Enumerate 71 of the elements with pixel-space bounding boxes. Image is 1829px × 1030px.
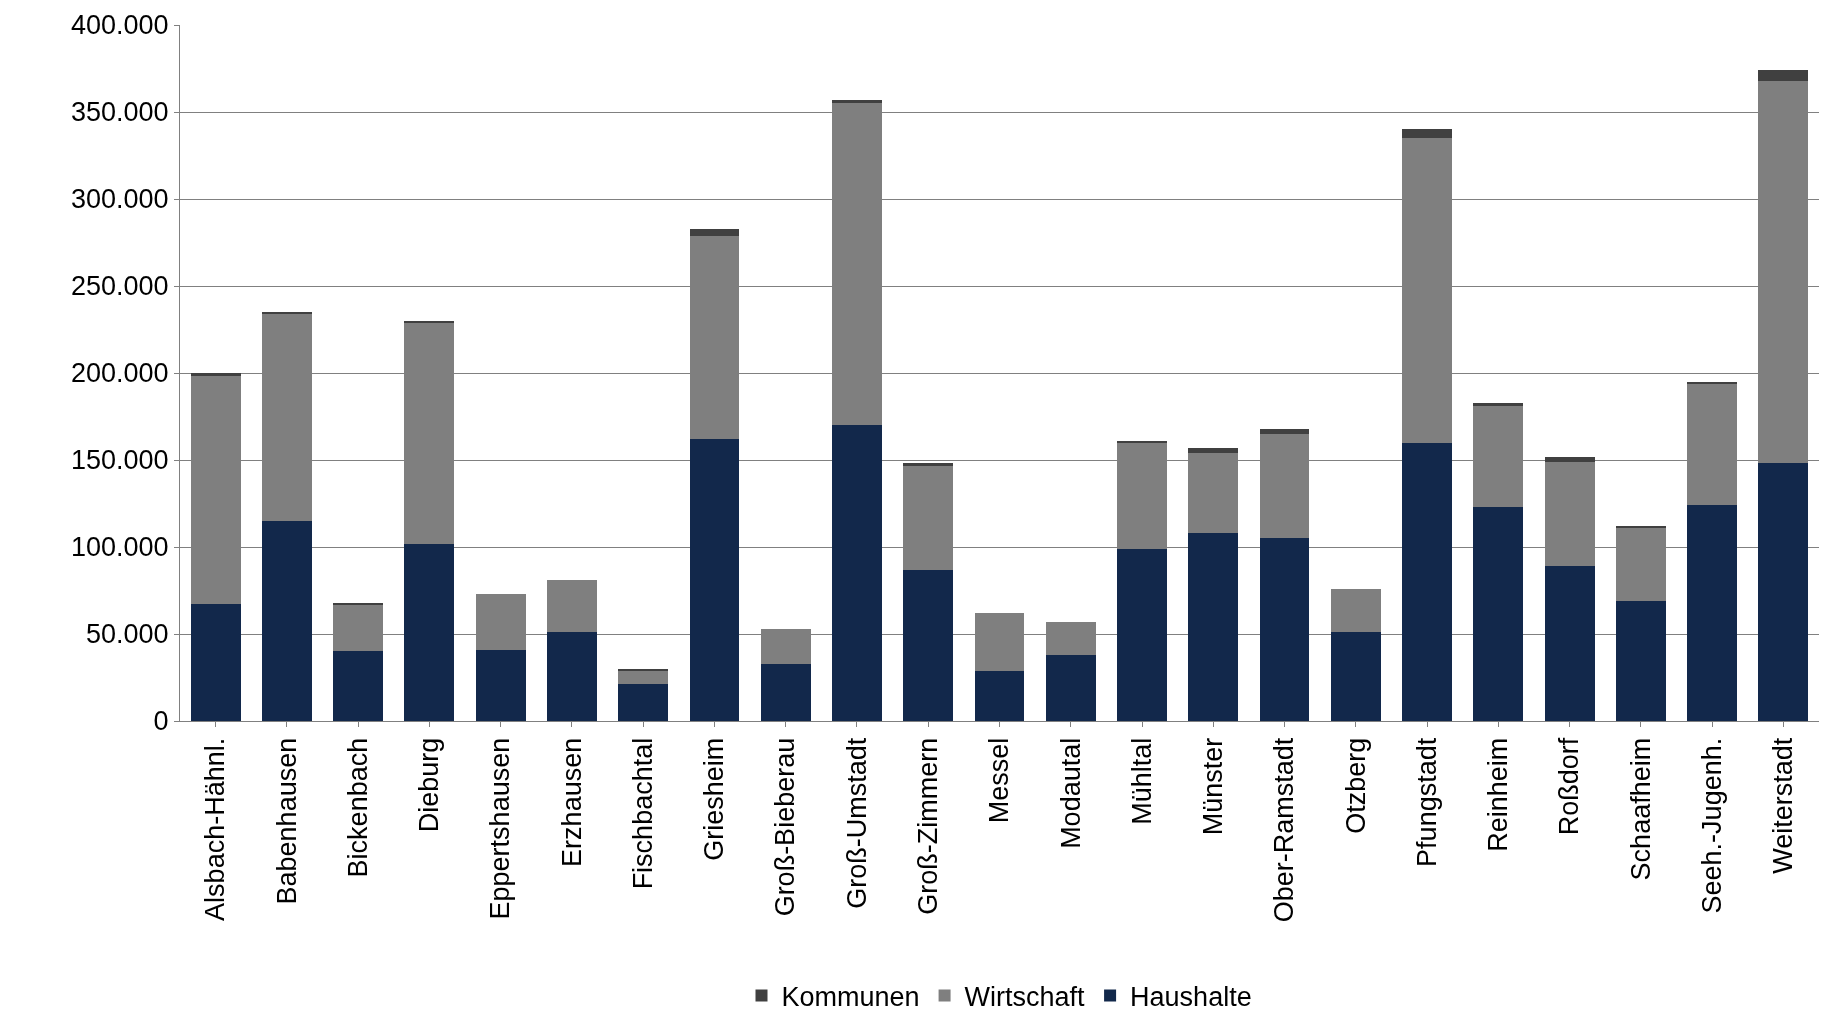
bar xyxy=(832,425,882,721)
bar xyxy=(1758,70,1809,81)
bar xyxy=(1402,129,1453,139)
bar xyxy=(546,580,597,633)
bar xyxy=(1259,538,1310,721)
y-tick-label: 350.000 xyxy=(70,97,169,128)
x-tick-label: Groß-Zimmern xyxy=(913,737,944,915)
x-tick-label: Erzhausen xyxy=(556,737,587,867)
x-tick-label: Reinheim xyxy=(1483,737,1514,852)
x-tick-label: Groß-Bieberau xyxy=(770,737,801,917)
bar xyxy=(1544,456,1595,462)
legend-label: Haushalte xyxy=(1130,982,1252,1013)
bar xyxy=(1687,505,1738,721)
bar xyxy=(261,520,312,721)
x-tick-label: Otzberg xyxy=(1340,737,1371,834)
bar xyxy=(404,320,455,323)
bar xyxy=(404,543,455,721)
x-tick-label: Seeh.-Jugenh. xyxy=(1696,737,1727,914)
x-tick-label: Roßdorf xyxy=(1554,737,1585,836)
bar xyxy=(618,670,669,685)
bar xyxy=(1544,566,1595,721)
y-tick-label: 200.000 xyxy=(70,358,169,389)
bar xyxy=(1045,654,1096,721)
bar xyxy=(618,668,669,671)
bar xyxy=(1259,428,1310,434)
y-tick-label: 0 xyxy=(153,706,169,737)
bar xyxy=(974,670,1025,721)
bar xyxy=(475,649,526,721)
x-tick-label: Messel xyxy=(984,737,1015,824)
x-tick-label: Schaafheim xyxy=(1625,737,1656,881)
y-tick-label: 400.000 xyxy=(70,10,169,41)
x-tick-label: Mühltal xyxy=(1126,737,1157,825)
x-tick-label: Griesheim xyxy=(699,737,730,861)
x-tick-label: Münster xyxy=(1198,737,1229,836)
bar xyxy=(1117,548,1167,721)
bar xyxy=(333,651,384,721)
bar xyxy=(689,228,740,236)
x-tick-label: Babenhausen xyxy=(271,737,302,905)
bar xyxy=(1473,506,1524,721)
x-tick-label: Bickenbach xyxy=(342,737,373,878)
x-tick-label: Pfungstadt xyxy=(1411,737,1442,867)
x-tick-label: Weiterstadt xyxy=(1768,737,1799,874)
bar xyxy=(1188,447,1239,454)
y-tick-label: 300.000 xyxy=(70,184,169,215)
x-tick-label: Dieburg xyxy=(414,737,445,833)
legend-label: Kommunen xyxy=(781,982,920,1013)
x-tick-label: Eppertshausen xyxy=(485,737,516,920)
bar xyxy=(1117,440,1167,443)
x-tick-label: Groß-Umstadt xyxy=(841,737,872,909)
y-tick-label: 50.000 xyxy=(86,619,169,650)
bar xyxy=(618,684,669,721)
x-tick-label: Alsbach-Hähnl. xyxy=(200,737,231,921)
legend-label: Wirtschaft xyxy=(964,982,1086,1013)
bar xyxy=(903,463,954,466)
bar xyxy=(190,604,241,721)
bar xyxy=(1758,463,1809,721)
bar xyxy=(1402,442,1453,721)
bar xyxy=(689,439,740,721)
x-tick-label: Modautal xyxy=(1055,737,1086,849)
bar xyxy=(760,663,811,721)
bar xyxy=(1330,632,1381,721)
y-tick-label: 250.000 xyxy=(70,271,169,302)
x-tick-label: Ober-Ramstadt xyxy=(1269,737,1300,923)
y-tick-label: 100.000 xyxy=(70,532,169,563)
bar xyxy=(1188,533,1239,721)
bar xyxy=(546,632,597,721)
y-tick-label: 150.000 xyxy=(70,445,169,476)
bar xyxy=(903,569,954,721)
bar xyxy=(1330,588,1381,633)
bar xyxy=(1615,600,1666,721)
x-tick-label: Fischbachtal xyxy=(627,737,658,890)
